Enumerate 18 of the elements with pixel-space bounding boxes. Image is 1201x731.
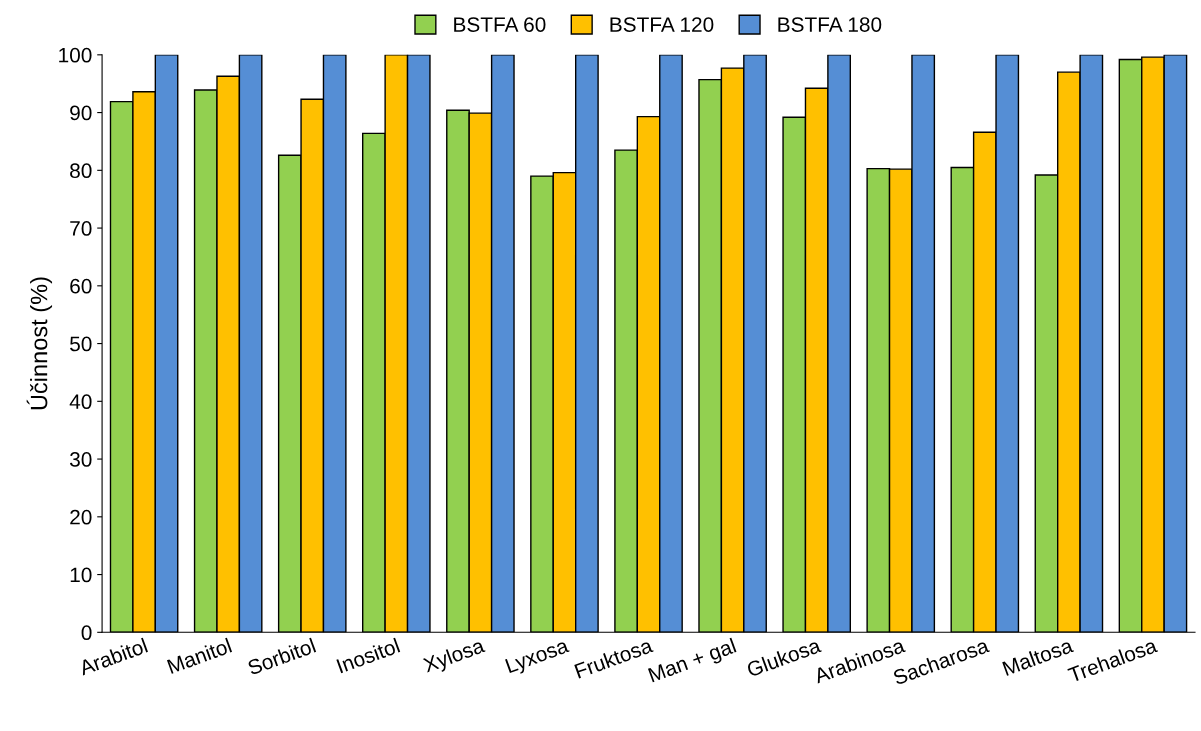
x-tick-label: Xylosa — [422, 637, 488, 677]
y-tick-label: 30 — [69, 452, 92, 467]
x-tick-label: Inositol — [336, 637, 401, 674]
y-tick-label: 10 — [70, 567, 92, 583]
y-tick-label: 90 — [70, 105, 92, 121]
y-tick-label: 60 — [70, 278, 92, 294]
y-tick-label: 20 — [70, 509, 92, 525]
y-axis-title: Účinnost (%) — [26, 277, 53, 410]
legend-label: BSTFA 60 — [454, 17, 546, 32]
legend-label: BSTFA 180 — [778, 17, 882, 32]
y-tick-label: 80 — [70, 163, 92, 179]
y-tick-label: 50 — [70, 336, 92, 352]
y-tick-label: 40 — [69, 394, 92, 410]
y-tick-label: 70 — [70, 221, 92, 236]
legend-label: BSTFA 120 — [610, 17, 714, 32]
y-tick-label: 0 — [81, 625, 92, 641]
y-tick-label: 100 — [59, 47, 92, 63]
x-tick-label: Lyxosa — [505, 637, 572, 678]
